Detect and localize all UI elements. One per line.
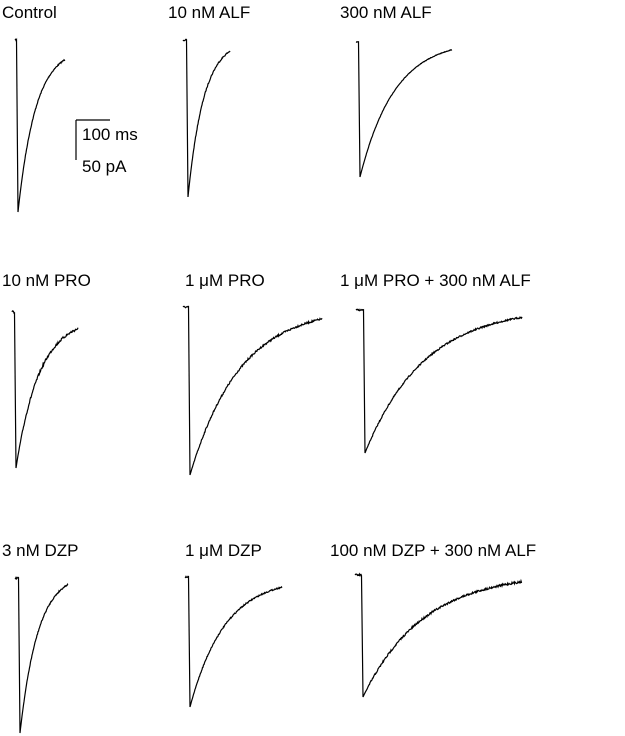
panel-label: Control [2,3,57,22]
current-trace [14,575,69,734]
current-trace [182,305,323,476]
current-trace [355,308,523,454]
panel-label: 100 nM DZP + 300 nM ALF [330,541,536,560]
panel-label: 10 nM PRO [2,271,91,290]
panel-label: 1 μM PRO + 300 nM ALF [340,271,531,290]
current-trace [14,37,66,213]
panel-label: 1 μM PRO [185,271,265,290]
panel-label: 10 nM ALF [168,3,250,22]
panel-label: 300 nM ALF [340,3,432,22]
current-trace [354,572,523,698]
current-trace [182,38,231,198]
scale-bar: 100 ms 50 pA [75,119,138,176]
panel-label: 1 μM DZP [185,541,262,560]
scale-current-label: 50 pA [82,157,127,176]
current-trace [355,40,453,178]
panel-label: 3 nM DZP [2,541,79,560]
current-trace [11,310,79,469]
scale-time-label: 100 ms [82,125,138,144]
current-trace [184,575,283,708]
